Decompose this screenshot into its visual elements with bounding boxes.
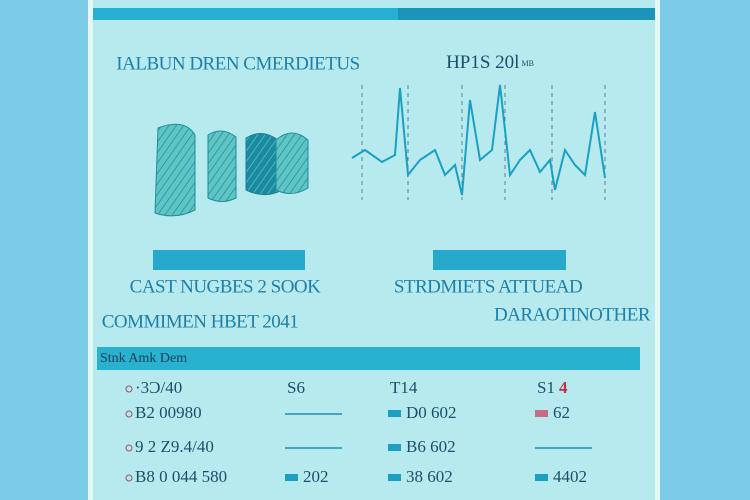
bullet — [125, 474, 133, 482]
table-header: S1 4 — [537, 378, 568, 397]
left-subcaption: COMMIMEN HBET 2041 — [102, 311, 299, 332]
table-header: T14 — [390, 378, 418, 397]
right-title: HP1S 20l MB — [446, 52, 534, 73]
table-title: Stnk Amk Dem — [100, 351, 187, 366]
left-caption: CAST NUGBES 2 SOOK — [130, 276, 321, 297]
header-text: S1 — [537, 378, 555, 397]
marker — [535, 410, 548, 417]
table-header: ·3Ɔ/40 — [135, 378, 182, 397]
marker — [388, 410, 401, 417]
left-bar — [153, 250, 305, 270]
top-bar — [398, 8, 655, 20]
right-bar — [433, 250, 566, 270]
bullet — [125, 385, 133, 393]
left-title: IALBUN DREN CMERDIETUS — [116, 53, 359, 74]
table-cell: B6 602 — [406, 437, 456, 456]
table-header: S6 — [287, 378, 305, 397]
right-caption: STRDMIETS ATTUEAD — [394, 276, 582, 297]
marker — [285, 474, 298, 481]
marker — [388, 474, 401, 481]
dashed-guides — [361, 85, 606, 200]
table-cell: D0 602 — [406, 403, 457, 422]
table-cell: 202 — [303, 467, 329, 486]
bullet — [125, 410, 133, 418]
table-cell: 38 602 — [406, 467, 453, 486]
header-highlight: 4 — [559, 378, 568, 397]
marker — [388, 444, 401, 451]
hatched-shapes — [154, 123, 309, 217]
table-cell: B8 0 044 580 — [135, 467, 227, 486]
table-cell: 9 2 Z9.4/40 — [135, 437, 214, 456]
top-bar — [93, 8, 398, 20]
table-cell: 4402 — [553, 467, 587, 486]
table-header-band — [97, 347, 640, 370]
table-cell: 62 — [553, 403, 570, 422]
table-cell: B2 00980 — [135, 403, 202, 422]
marker — [535, 474, 548, 481]
waveform — [351, 84, 606, 196]
table: ·3Ɔ/40 S6 T14 S1 4 B2 00980 D0 602 62 9 2 Z9.4/4… — [125, 378, 592, 486]
right-subcaption: DARAOTINOTHER — [494, 304, 651, 325]
bullet — [125, 444, 133, 452]
